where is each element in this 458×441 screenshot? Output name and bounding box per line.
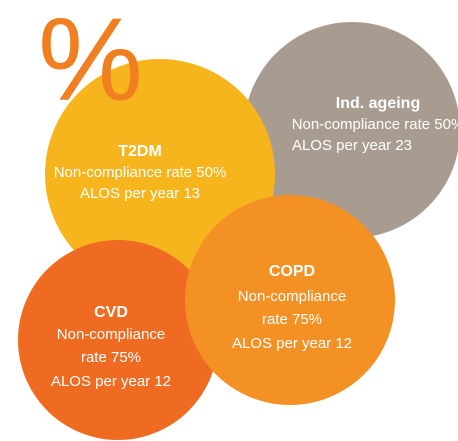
bubble-line: rate 75% <box>262 311 322 328</box>
bubble <box>185 195 395 405</box>
bubble <box>18 240 218 440</box>
bubble-line: Non-compliance <box>238 288 346 305</box>
bubble-title: Ind. ageing <box>336 95 420 112</box>
bubble-line: Non-compliance rate 50% <box>54 164 227 181</box>
bubble-line: ALOS per year 12 <box>232 335 352 352</box>
bubble-line: ALOS per year 23 <box>292 137 412 154</box>
bubble <box>244 22 458 238</box>
bubble-line: Non-compliance rate 50% <box>292 116 458 133</box>
bubble-line: Non-compliance <box>57 326 165 343</box>
bubble-line: rate 75% <box>81 349 141 366</box>
percent-symbol: % <box>38 0 143 126</box>
copd-bubble: COPD Non-compliance rate 75% ALOS per ye… <box>185 195 395 405</box>
ageing-bubble: Ind. ageing Non-compliance rate 50% ALOS… <box>244 22 458 238</box>
bubble-title: COPD <box>269 263 315 280</box>
bubble-line: ALOS per year 13 <box>80 185 200 202</box>
cvd-bubble: CVD Non-compliance rate 75% ALOS per yea… <box>18 240 218 440</box>
bubble-title: T2DM <box>118 143 162 160</box>
bubble-title: CVD <box>94 304 128 321</box>
bubble-line: ALOS per year 12 <box>51 373 171 390</box>
